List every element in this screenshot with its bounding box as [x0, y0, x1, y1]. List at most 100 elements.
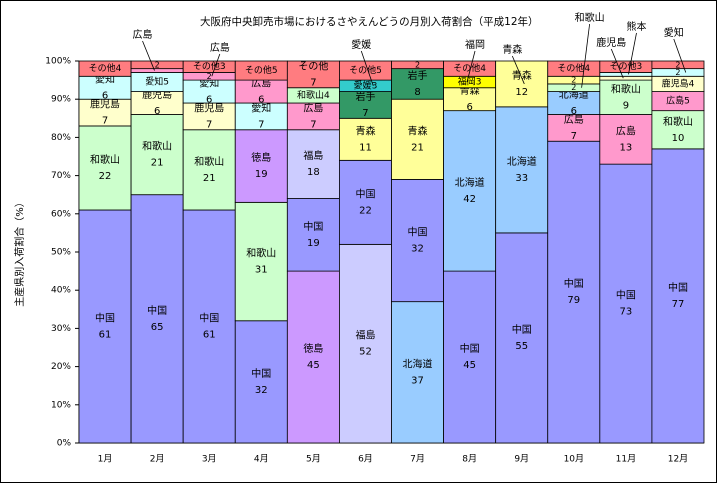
annotation-label: 青森	[502, 43, 522, 56]
y-tick-label: 0%	[57, 439, 72, 449]
bar-segment	[286, 102, 340, 131]
x-tick-label: 6月	[358, 454, 373, 465]
y-tick-label: 20%	[51, 362, 71, 372]
x-tick-label: 2月	[150, 454, 165, 465]
bar-segment	[78, 125, 132, 211]
y-tick-label: 90%	[51, 95, 71, 105]
segment-value-label: 37	[411, 375, 424, 386]
segment-value-label: 8	[414, 87, 420, 98]
segment-name-label: 和歌山	[611, 82, 641, 95]
segment-label: その他3	[610, 60, 643, 72]
x-tick-label: 12月	[668, 454, 688, 465]
annotation-label: 広島	[210, 41, 230, 54]
segment-value-label: 65	[151, 322, 164, 333]
segment-name-label: 岩手	[408, 69, 428, 82]
annotation-label: 愛知	[664, 26, 684, 39]
y-axis-label: 主産県別入荷割合（%）	[13, 197, 26, 307]
bar-segment	[234, 320, 288, 444]
x-tick-label: 4月	[254, 454, 269, 465]
bar-segment	[547, 140, 601, 444]
bar-segment	[599, 163, 653, 444]
segment-name-label: 鹿児島	[194, 101, 224, 114]
segment-name-label: 青森	[512, 69, 532, 82]
bar-segment	[339, 159, 392, 245]
segment-name-label: 中国	[147, 304, 167, 317]
segment-name-label: 和歌山	[663, 115, 693, 128]
segment-label: 和歌山4	[297, 89, 330, 101]
segment-name-label: 和歌山	[246, 247, 276, 260]
bar-segment	[130, 194, 184, 444]
bar-segment	[286, 198, 340, 272]
segment-name-label: 徳島	[303, 342, 323, 355]
segment-value-label: 6	[258, 95, 264, 106]
y-tick-label: 30%	[51, 324, 71, 334]
bar-segment	[651, 60, 705, 70]
segment-value-label: 22	[99, 171, 112, 182]
segment-value-label: 2	[675, 68, 680, 77]
y-tick-label: 80%	[51, 133, 71, 143]
bar-segment	[182, 129, 236, 211]
segment-name-label: 広島	[564, 113, 584, 126]
segment-value-label: 12	[515, 87, 528, 98]
segment-value-label: 52	[359, 347, 372, 358]
segment-name-label: 中国	[251, 367, 271, 380]
segment-name-label: 中国	[668, 281, 688, 294]
bar-segment	[495, 106, 549, 234]
segment-name-label: 中国	[303, 220, 323, 233]
segment-name-label: その他	[298, 59, 328, 72]
segment-value-label: 19	[255, 169, 268, 180]
annotation-label: 福岡	[465, 38, 485, 51]
bar-segment	[443, 110, 497, 272]
segment-value-label: 18	[307, 167, 320, 178]
segment-value-label: 6	[571, 106, 577, 117]
bar-segment	[443, 270, 497, 444]
segment-value-label: 13	[620, 142, 633, 153]
annotation-leader-line	[581, 23, 591, 88]
segment-name-label: 中国	[408, 226, 428, 239]
x-tick-label: 11月	[616, 454, 636, 465]
segment-value-label: 32	[255, 385, 268, 396]
bar-segment	[286, 270, 340, 444]
segment-name-label: 中国	[512, 323, 532, 336]
segment-name-label: 北海道	[455, 176, 485, 189]
segment-value-label: 7	[362, 108, 368, 119]
segment-name-label: 中国	[564, 277, 584, 290]
bar-segment	[495, 60, 549, 108]
y-tick-label: 50%	[51, 248, 71, 258]
bar-segment	[286, 60, 340, 89]
annotation-label: 愛媛	[351, 38, 371, 51]
bar-segment	[130, 114, 184, 196]
x-tick-label: 10月	[564, 454, 584, 465]
bar-segment	[651, 110, 705, 150]
segment-value-label: 7	[310, 77, 316, 88]
annotation-leader-line	[466, 50, 476, 83]
bar-segment	[182, 209, 236, 444]
segment-name-label: 愛知	[251, 101, 271, 114]
bar-segment	[599, 79, 653, 115]
segment-value-label: 2	[675, 60, 680, 69]
y-tick-label: 60%	[51, 209, 71, 219]
y-tick-label: 40%	[51, 286, 71, 296]
segment-value-label: 9	[623, 100, 629, 111]
bar-segment	[78, 98, 132, 127]
segment-value-label: 42	[463, 194, 476, 205]
segment-name-label: 中国	[355, 187, 375, 200]
segment-value-label: 6	[102, 91, 108, 102]
segment-value-label: 31	[255, 265, 268, 276]
segment-value-label: 55	[515, 341, 528, 352]
segment-value-label: 7	[102, 116, 108, 127]
annotation-label: 鹿児島	[596, 36, 626, 49]
segment-value-label: 7	[206, 119, 212, 130]
segment-value-label: 77	[672, 299, 685, 310]
segment-name-label: 中国	[199, 311, 219, 324]
segment-name-label: 北海道	[507, 155, 537, 168]
segment-value-label: 61	[99, 329, 112, 340]
bar-segment	[391, 301, 444, 444]
bar-segment	[234, 201, 288, 322]
annotation-leader-line	[211, 53, 221, 77]
annotation-leader-line	[511, 55, 525, 85]
x-tick-label: 9月	[514, 454, 529, 465]
segment-name-label: 青森	[355, 124, 375, 137]
segment-name-label: 青森	[408, 124, 428, 137]
